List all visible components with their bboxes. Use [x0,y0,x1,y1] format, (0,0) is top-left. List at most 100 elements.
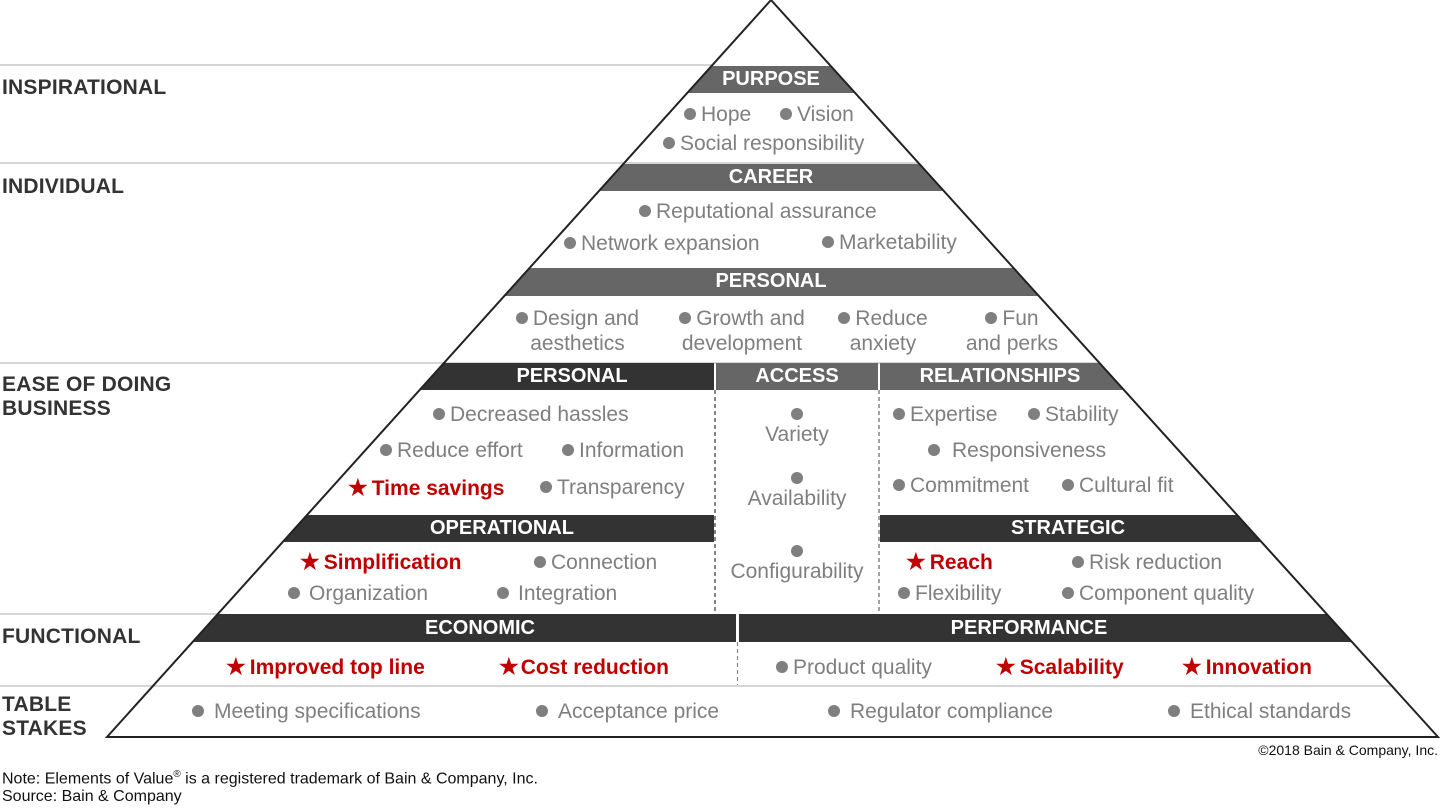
element-label: Responsiveness [952,439,1107,462]
bullet-dot-icon [776,661,788,673]
element-label: Configurability [730,560,864,583]
element-responsiveness: Responsiveness [928,438,1106,464]
element-label: Marketability [839,231,957,254]
element-product-quality: Product quality [776,655,932,681]
element-label: Vision [797,103,854,126]
element-label: Risk reduction [1089,551,1223,574]
element-label: Component quality [1079,582,1255,605]
element-label: aesthetics [530,332,625,355]
performance-header: PERFORMANCE [950,617,1108,639]
career-header: CAREER [728,166,814,188]
bullet-dot-icon [564,237,576,249]
bullet-dot-icon [380,444,392,456]
element-reduce-effort: Reduce effort [380,438,523,464]
element-label: Cultural fit [1079,474,1174,497]
star-icon: ★ [300,549,320,574]
source-note: Source: Bain & Company [2,788,182,805]
bullet-dot-icon [791,408,803,420]
bullet-dot-icon [663,137,675,149]
element-reach: ★ Reach [906,549,993,576]
operational-header: OPERATIONAL [429,517,575,539]
element-label: Fun [1002,307,1039,330]
access-header-bar [716,363,878,390]
level-label-table-stakes: TABLE STAKES [2,693,87,741]
element-label: Stability [1045,403,1119,426]
access-header: ACCESS [755,365,839,387]
level-label-individual: INDIVIDUAL [2,175,125,198]
level-label-inspirational: INSPIRATIONAL [2,76,167,99]
bullet-dot-icon [540,481,552,493]
element-marketability: Marketability [822,230,957,256]
element-network-expansion: Network expansion [564,231,760,257]
element-label: anxiety [849,332,917,355]
element-decreased-hassles: Decreased hassles [433,402,629,428]
bullet-dot-icon [562,444,574,456]
element-label: development [681,332,803,355]
element-label: Reduce [855,307,928,330]
element-label: Growth and [696,307,805,330]
element-label: Expertise [910,403,998,426]
level-label-ease-of-doing-business: EASE OF DOING BUSINESS [2,373,171,421]
element-label: Commitment [910,474,1030,497]
element-label: Acceptance price [558,700,720,723]
star-icon: ★ [996,654,1016,679]
element-cultural-fit: Cultural fit [1062,473,1174,499]
element-variety: Variety [716,408,878,448]
bullet-dot-icon [893,408,905,420]
element-label: Transparency [557,476,685,499]
element-regulator-compliance: Regulator compliance [828,699,1053,725]
element-label: Cost reduction [520,656,669,679]
element-organization: Organization [288,581,428,607]
pyramid-outline [104,0,1440,738]
element-label: Scalability [1019,656,1124,679]
note-text: is a registered trademark of Bain & Comp… [180,770,538,788]
bullet-dot-icon [985,312,998,324]
star-icon: ★ [1182,654,1202,679]
element-label: Decreased hassles [450,403,629,426]
element-label: Connection [551,551,658,574]
element-label: Flexibility [915,582,1002,605]
star-icon: ★ [906,549,926,574]
level-separator-lines [0,64,712,687]
bullet-dot-icon [679,312,692,324]
level-label-line: EASE OF DOING [2,373,172,396]
bullet-dot-icon [192,705,204,717]
relationships-header: RELATIONSHIPS [919,365,1081,387]
registered-mark: ® [173,769,181,780]
element-label: Improved top line [249,656,425,679]
trademark-note: Note: Elements of Value® is a registered… [2,764,538,790]
bullet-dot-icon [534,556,546,568]
bullet-dot-icon [497,587,509,599]
element-label: and perks [965,332,1059,355]
bullet-dot-icon [288,587,300,599]
element-label: Innovation [1205,656,1312,679]
bullet-dot-icon [780,108,792,120]
element-ethical-standards: Ethical standards [1168,699,1351,725]
strategic-header: STRATEGIC [1010,517,1126,539]
element-label: Reputational assurance [656,200,877,223]
element-label: Social responsibility [680,132,865,155]
element-simplification: ★ Simplification [300,549,461,576]
element-label: Time savings [371,477,505,500]
element-label: Design and [532,307,640,330]
bullet-dot-icon [1168,705,1180,717]
element-label: Ethical standards [1190,700,1352,723]
element-label: Simplification [323,551,462,574]
element-fun-and-perks: Fun and perks [958,306,1066,356]
bullet-dot-icon [828,705,840,717]
bullet-dot-icon [1062,479,1074,491]
purpose-header: PURPOSE [722,68,820,90]
element-acceptance-price: Acceptance price [536,699,719,725]
element-reputational-assurance: Reputational assurance [639,199,877,225]
bullet-dot-icon [1072,556,1084,568]
element-information: Information [562,438,684,464]
element-flexibility: Flexibility [898,581,1001,607]
bullet-dot-icon [639,205,651,217]
element-integration: Integration [497,581,617,607]
element-design-and-aesthetics: Design and aesthetics [505,306,650,356]
level-label-line: BUSINESS [2,397,111,420]
element-label: Availability [747,487,847,510]
element-time-savings: ★ Time savings [348,475,504,502]
bullet-dot-icon [791,472,803,484]
